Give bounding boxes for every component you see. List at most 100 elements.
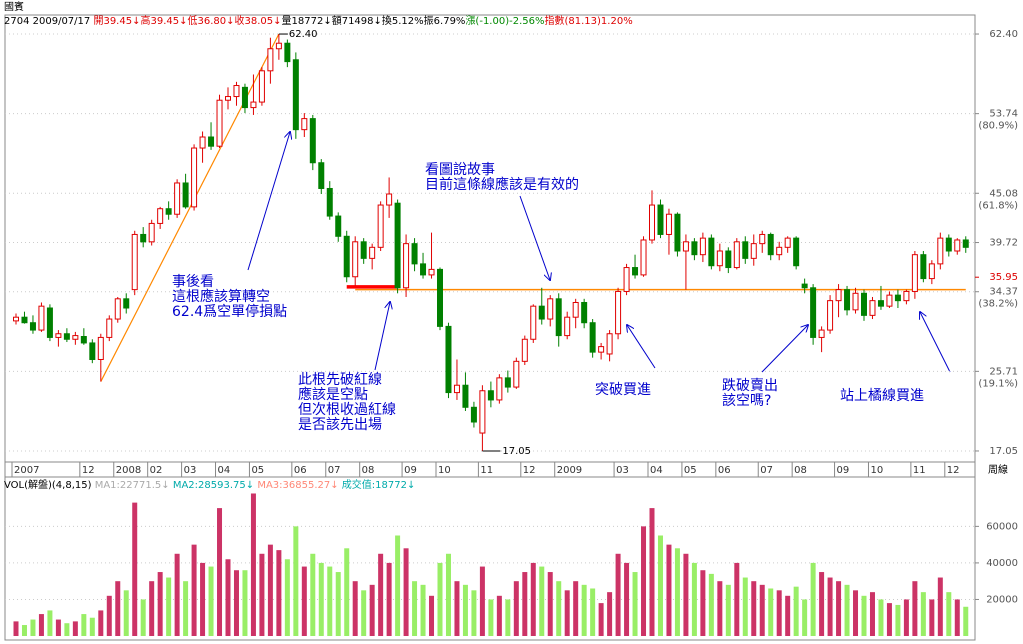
candle-body bbox=[750, 243, 757, 259]
candle-body bbox=[581, 301, 588, 324]
candle-body bbox=[326, 187, 333, 217]
volume-bar bbox=[920, 592, 926, 636]
volume-bar bbox=[361, 590, 367, 636]
candle-body bbox=[861, 292, 867, 316]
candle-body bbox=[538, 305, 545, 320]
candle-body bbox=[733, 241, 740, 269]
volume-bar bbox=[912, 581, 918, 636]
candle-body bbox=[428, 268, 435, 276]
volume-bar bbox=[132, 502, 138, 636]
annotation: 跌破賣出 bbox=[722, 378, 778, 394]
volume-bar bbox=[352, 581, 358, 636]
candle-body bbox=[640, 239, 647, 276]
candle-body bbox=[403, 243, 410, 289]
stock-name: 國賓 bbox=[4, 0, 24, 13]
x-tick-label: 12 bbox=[523, 465, 536, 476]
candle-body bbox=[852, 292, 859, 311]
volume-bar bbox=[844, 584, 850, 636]
candle-body bbox=[309, 118, 316, 164]
text-segment: 漲(-1.00)-2.56% bbox=[465, 15, 544, 27]
candle-body bbox=[411, 243, 418, 265]
volume-bar bbox=[259, 553, 265, 636]
y-tick-sub: (61.8%) bbox=[978, 200, 1018, 211]
volume-bar bbox=[869, 592, 875, 636]
volume-bar bbox=[183, 581, 189, 636]
volume-bar bbox=[242, 570, 248, 636]
volume-bar bbox=[149, 581, 155, 636]
volume-bar bbox=[674, 548, 680, 636]
volume-bar bbox=[310, 553, 316, 636]
volume-bar bbox=[293, 526, 299, 636]
volume-bar bbox=[530, 562, 536, 636]
x-tick-label: 11 bbox=[913, 465, 926, 476]
candle-body bbox=[665, 213, 672, 235]
candle-body bbox=[776, 246, 783, 256]
volume-bar bbox=[734, 562, 740, 636]
volume-bar bbox=[691, 562, 697, 636]
y-tick-label: 17.05 bbox=[989, 446, 1018, 457]
arrow bbox=[374, 302, 390, 371]
candle-body bbox=[267, 48, 274, 72]
x-tick-label: 05 bbox=[684, 465, 697, 476]
candle-body bbox=[606, 333, 613, 355]
volume-bar bbox=[437, 562, 443, 636]
volume-bar bbox=[903, 599, 909, 636]
volume-bar bbox=[276, 550, 282, 636]
y-tick-label: 45.08 bbox=[989, 188, 1018, 199]
volume-bar bbox=[819, 572, 825, 636]
candle-body bbox=[131, 233, 138, 291]
candle-body bbox=[903, 290, 910, 302]
text-segment: MA2:28593.75↓ bbox=[173, 480, 257, 491]
volume-bar bbox=[21, 625, 27, 636]
volume-bar bbox=[318, 562, 324, 636]
candle-body bbox=[377, 204, 384, 248]
volume-bar bbox=[445, 553, 451, 636]
candle-body bbox=[674, 213, 681, 252]
volume-bar bbox=[327, 566, 333, 636]
candle-body bbox=[793, 237, 800, 267]
candle-body bbox=[72, 335, 79, 340]
candle-body bbox=[954, 239, 961, 252]
annotation: 該空嗎? bbox=[722, 393, 771, 409]
volume-bar bbox=[38, 614, 44, 636]
volume-bar bbox=[963, 606, 969, 636]
candle-body bbox=[55, 333, 62, 338]
candle-body bbox=[945, 237, 952, 252]
x-tick-label: 2008 bbox=[116, 465, 141, 476]
volume-bar bbox=[123, 590, 129, 636]
x-tick-label: 11 bbox=[480, 465, 493, 476]
candle-body bbox=[894, 294, 901, 302]
volume-bar bbox=[55, 619, 61, 636]
candle-body bbox=[208, 136, 215, 147]
candle-body bbox=[97, 336, 104, 360]
volume-bar bbox=[200, 562, 206, 636]
volume-bar bbox=[708, 573, 714, 636]
candle-body bbox=[742, 241, 749, 259]
candle-body bbox=[691, 241, 698, 256]
volume-bar bbox=[564, 590, 570, 636]
text-segment: 低36.80↓ bbox=[187, 14, 234, 27]
period-label: 周線 bbox=[988, 463, 1008, 476]
candle-body bbox=[784, 237, 791, 248]
volume-bar bbox=[657, 535, 663, 636]
volume-bar bbox=[937, 577, 943, 636]
volume-bar bbox=[598, 603, 604, 636]
candle-body bbox=[318, 162, 325, 189]
x-tick-label: 06 bbox=[718, 465, 731, 476]
candle-body bbox=[29, 322, 36, 331]
volume-bar bbox=[115, 581, 121, 636]
candle-body bbox=[191, 147, 198, 208]
volume-bar bbox=[420, 584, 426, 636]
volume-bar bbox=[429, 595, 435, 636]
candle-body bbox=[487, 390, 494, 401]
candle-body bbox=[937, 237, 944, 265]
candle-body bbox=[547, 298, 554, 320]
candle-body bbox=[513, 360, 520, 388]
candle-body bbox=[572, 301, 579, 318]
x-tick-label: 09 bbox=[404, 465, 417, 476]
volume-bar bbox=[556, 581, 562, 636]
x-tick-label: 04 bbox=[650, 465, 663, 476]
volume-bar bbox=[47, 610, 53, 636]
candle-body bbox=[767, 233, 774, 256]
